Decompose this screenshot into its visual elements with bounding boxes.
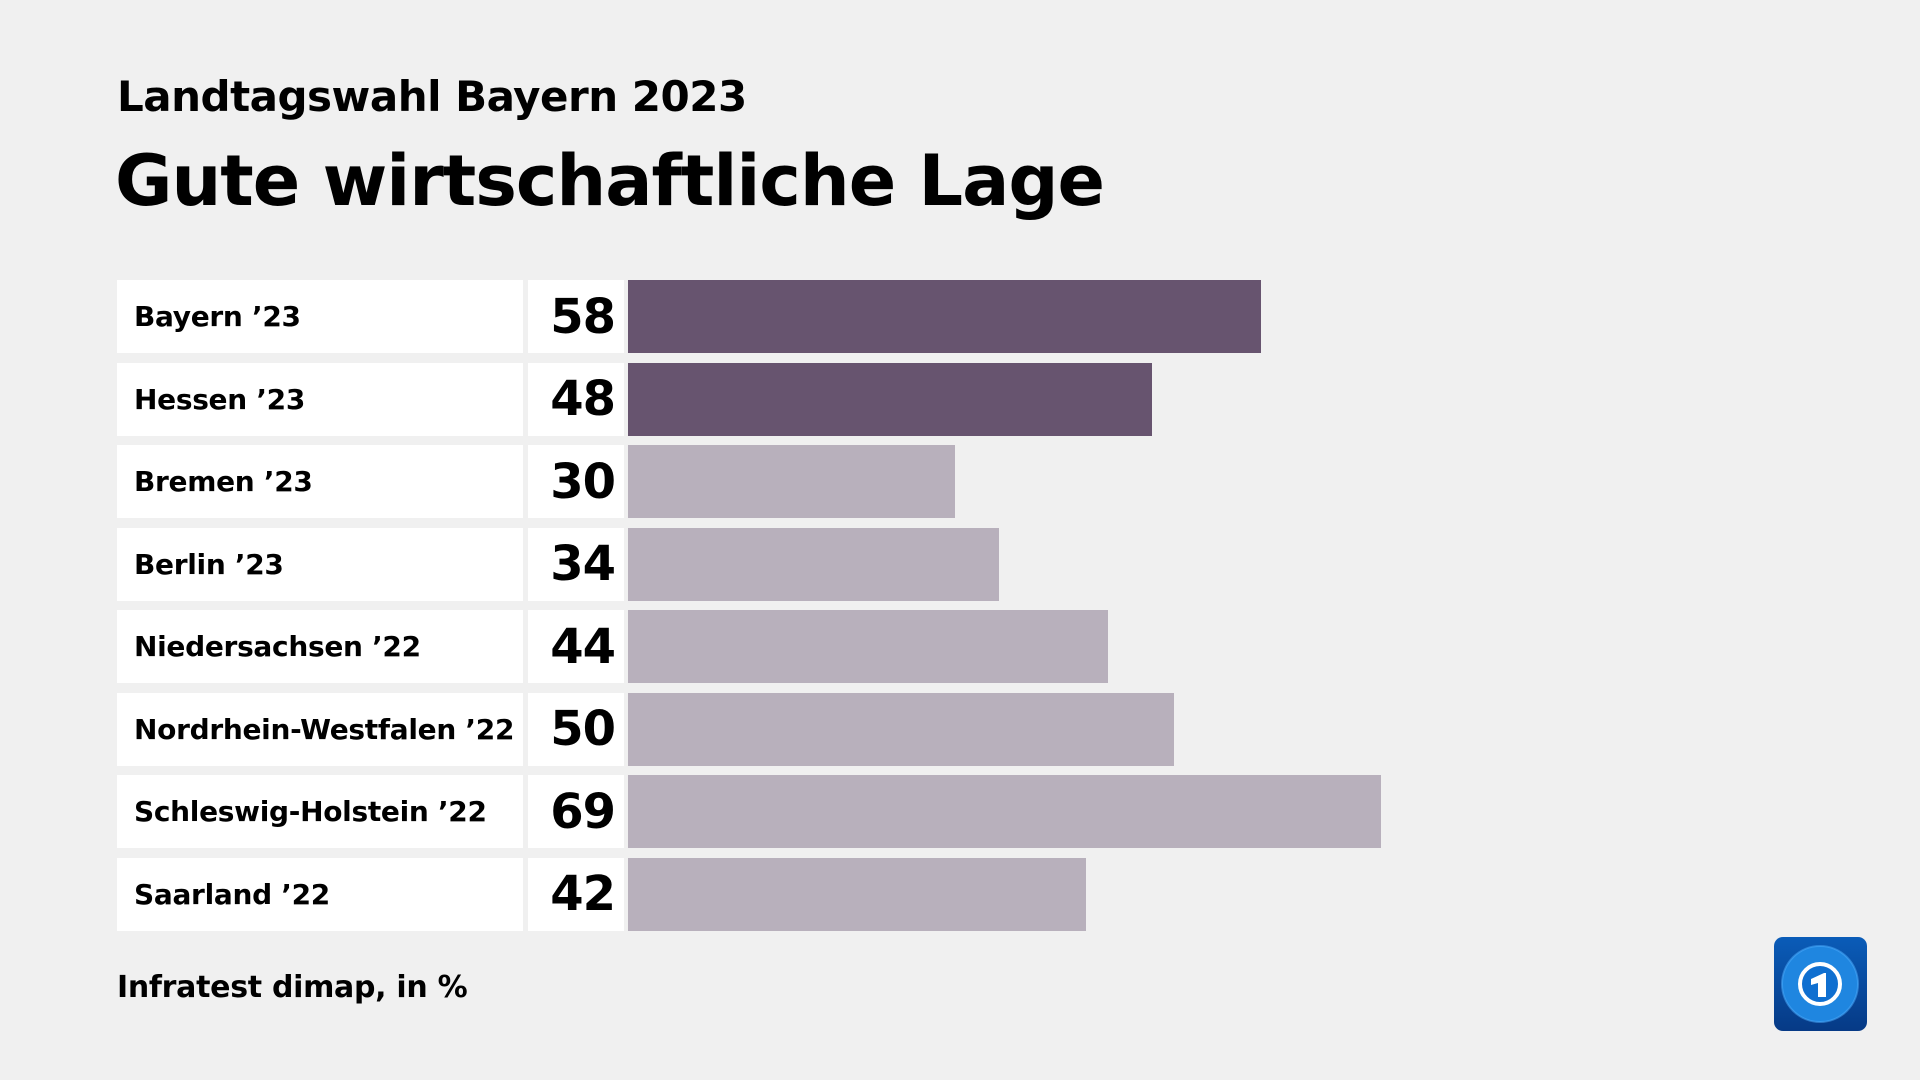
value-label: 34 [528, 527, 624, 601]
chart-subtitle: Landtagswahl Bayern 2023 [117, 72, 747, 121]
value-label: 69 [528, 775, 624, 848]
category-label: Bremen ’23 [117, 445, 523, 518]
value-label: 58 [528, 280, 624, 353]
bar [628, 280, 1261, 353]
category-label: Nordrhein-Westfalen ’22 [117, 692, 523, 766]
value-label: 30 [528, 445, 624, 518]
bar [628, 610, 1109, 683]
bar [628, 362, 1152, 436]
value-label: 48 [528, 362, 624, 436]
bar [628, 527, 999, 601]
chart-title: Gute wirtschaftliche Lage [115, 140, 1105, 222]
source-note: Infratest dimap, in % [117, 970, 468, 1005]
bar [628, 857, 1087, 931]
value-label: 50 [528, 692, 624, 766]
bar [628, 692, 1174, 766]
category-label: Saarland ’22 [117, 857, 523, 931]
category-label: Niedersachsen ’22 [117, 610, 523, 683]
category-label: Bayern ’23 [117, 280, 523, 353]
bar [628, 775, 1381, 848]
category-label: Schleswig-Holstein ’22 [117, 775, 523, 848]
bar [628, 445, 956, 518]
tagesschau-logo-icon [1774, 937, 1867, 1031]
category-label: Hessen ’23 [117, 362, 523, 436]
value-label: 42 [528, 857, 624, 931]
category-label: Berlin ’23 [117, 527, 523, 601]
value-label: 44 [528, 610, 624, 683]
